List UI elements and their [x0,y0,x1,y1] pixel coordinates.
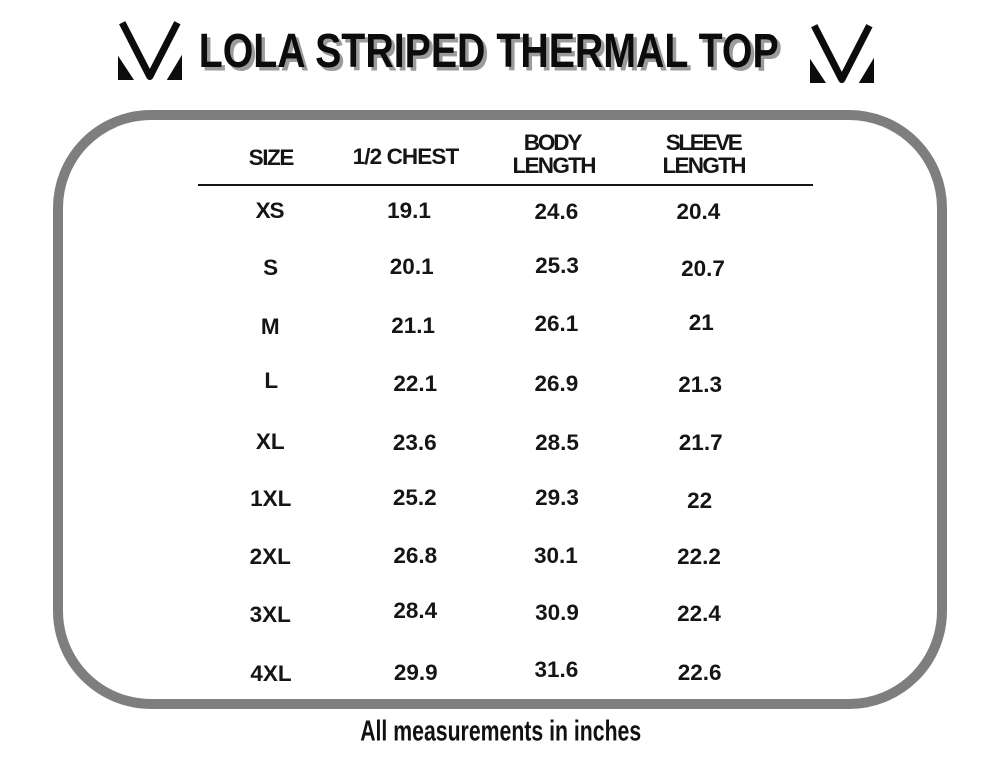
svg-text:LOLA STRIPED THERMAL TOP: LOLA STRIPED THERMAL TOP [202,29,782,82]
svg-text:LOLA STRIPED THERMAL TOP: LOLA STRIPED THERMAL TOP [199,25,779,78]
svg-text:All measurements in inches: All measurements in inches [360,716,641,748]
